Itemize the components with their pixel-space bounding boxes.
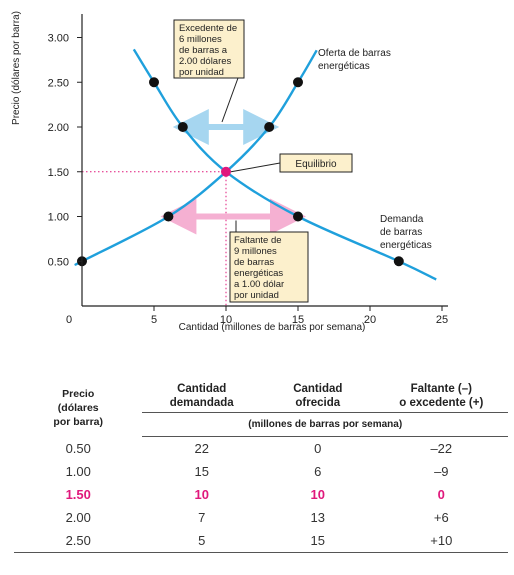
x-tick-label: 10 — [220, 314, 232, 326]
supply-demand-chart: 0.50 1.00 1.50 2.00 2.50 3.00 0 5 10 15 20 25 Cantid… — [11, 11, 448, 333]
x-tick-label: 0 — [66, 314, 72, 326]
cell-price: 2.00 — [65, 510, 91, 525]
shortage-note-text: energéticas — [234, 268, 283, 279]
cell-price: 0.50 — [65, 440, 91, 456]
header-qd-line2: demandada — [169, 397, 234, 409]
demand-point — [177, 122, 188, 132]
cell-price: 1.00 — [65, 464, 91, 479]
header-qs-line2: ofrecida — [295, 397, 341, 409]
surplus-note-box — [173, 19, 245, 79]
equilibrium-leader-line — [230, 162, 281, 173]
y-tick-label: 3.00 — [48, 33, 69, 45]
demand-point — [293, 211, 303, 222]
shortage-note-text: de barras — [234, 257, 274, 268]
supply-curve-label-line1: Oferta de barras — [318, 48, 391, 59]
equilibrium-point — [221, 166, 231, 177]
surplus-note-text: Excedente de — [179, 23, 237, 34]
header-price-line1: Precio — [62, 388, 95, 401]
y-tick-label: 1.50 — [48, 167, 69, 179]
header-price: Precio (dólares por barra) — [14, 380, 142, 437]
header-units: (millones de barras por semana) — [142, 412, 508, 437]
demand-curve-label-line3: energéticas — [380, 240, 432, 251]
header-gap-line1: Faltante (–) — [410, 383, 472, 395]
annotations: Oferta de barras energéticas Demanda de bar… — [173, 19, 432, 303]
header-qs-line1: Cantidad — [293, 383, 343, 395]
cell-quantity-demanded: 10 — [194, 487, 209, 502]
header-price-line3: por barra) — [53, 416, 104, 429]
equilibrium-label: Equilibrio — [295, 159, 337, 170]
surplus-note-text: 6 millones — [179, 34, 222, 45]
table-row-equilibrium: 1.50 10 10 0 — [14, 483, 508, 506]
supply-point — [293, 77, 303, 88]
shortage-note-text: Faltante de — [234, 235, 282, 246]
cell-quantity-demanded: 5 — [142, 529, 261, 553]
surplus-note-text: 2.00 dólares — [179, 56, 232, 67]
gridlines — [82, 171, 227, 306]
header-qd-line1: Cantidad — [177, 383, 227, 395]
gap-arrows — [160, 109, 306, 235]
x-tick-label: 25 — [436, 314, 448, 326]
supply-curve-label-line2: energéticas — [318, 61, 370, 72]
y-tick-label: 2.50 — [48, 77, 69, 89]
x-tick-label: 20 — [364, 314, 376, 326]
tick-labels: 0.50 1.00 1.50 2.00 2.50 3.00 0 5 10 15 20 25 Cantid… — [11, 11, 448, 333]
cell-price: 1.50 — [65, 487, 91, 502]
cell-quantity-demanded: 22 — [194, 441, 209, 456]
axes — [81, 14, 448, 307]
cell-gap: –22 — [430, 441, 453, 456]
table-row: 2.00 7 13 +6 — [14, 506, 508, 529]
shortage-note-text: por unidad — [234, 290, 279, 301]
cell-quantity-supplied: 15 — [260, 529, 375, 553]
schedule-table-container: Precio (dólares por barra) Cantidad dema… — [14, 380, 508, 553]
supply-point — [163, 211, 174, 222]
cell-gap: –9 — [434, 464, 449, 479]
header-quantity-supplied: Cantidad ofrecida — [261, 380, 375, 413]
supply-demand-table: Precio (dólares por barra) Cantidad dema… — [14, 380, 508, 553]
surplus-leader-line — [221, 77, 239, 123]
header-shortage-surplus: Faltante (–) o excedente (+) — [375, 380, 508, 413]
demand-curve-label-line2: de barras — [380, 227, 422, 238]
x-tick-label: 15 — [292, 314, 304, 326]
cell-quantity-demanded: 7 — [198, 510, 206, 525]
cell-gap: +6 — [433, 510, 449, 525]
table-row: 0.50 22 0 –22 — [14, 437, 508, 461]
cell-gap: 0 — [437, 487, 445, 502]
shortage-note-box — [229, 231, 309, 303]
y-tick-label: 1.00 — [48, 212, 69, 224]
cell-quantity-supplied: 6 — [314, 464, 322, 479]
shortage-note-text: a 1.00 dólar — [234, 279, 284, 290]
shortage-note-text: 9 millones — [234, 246, 277, 257]
y-tick-label: 0.50 — [48, 256, 69, 268]
y-axis-label: Precio (dólares por barra) — [11, 11, 22, 125]
y-tick-label: 2.00 — [48, 122, 69, 134]
cell-quantity-supplied: 0 — [314, 441, 322, 456]
header-quantity-demanded: Cantidad demandada — [142, 380, 261, 413]
x-tick-label: 5 — [151, 314, 157, 326]
supply-point — [264, 122, 275, 132]
cell-quantity-supplied: 10 — [310, 487, 326, 502]
table-row: 1.00 15 6 –9 — [14, 460, 508, 483]
cell-price: 2.50 — [14, 529, 143, 553]
surplus-note-text: por unidad — [179, 67, 224, 78]
surplus-note-text: de barras a — [179, 45, 228, 56]
x-axis-label: Cantidad (millones de barras por semana) — [179, 322, 366, 333]
demand-curve-label-line1: Demanda — [380, 214, 424, 225]
cell-gap: +10 — [374, 529, 508, 553]
cell-quantity-demanded: 15 — [194, 464, 209, 479]
header-price-line2: (dólares — [57, 402, 99, 415]
demand-point — [149, 77, 159, 88]
table-row: 2.50 5 15 +10 — [14, 529, 508, 553]
header-gap-line2: o excedente (+) — [399, 397, 484, 409]
cell-quantity-supplied: 13 — [310, 510, 326, 525]
demand-point — [393, 256, 404, 267]
